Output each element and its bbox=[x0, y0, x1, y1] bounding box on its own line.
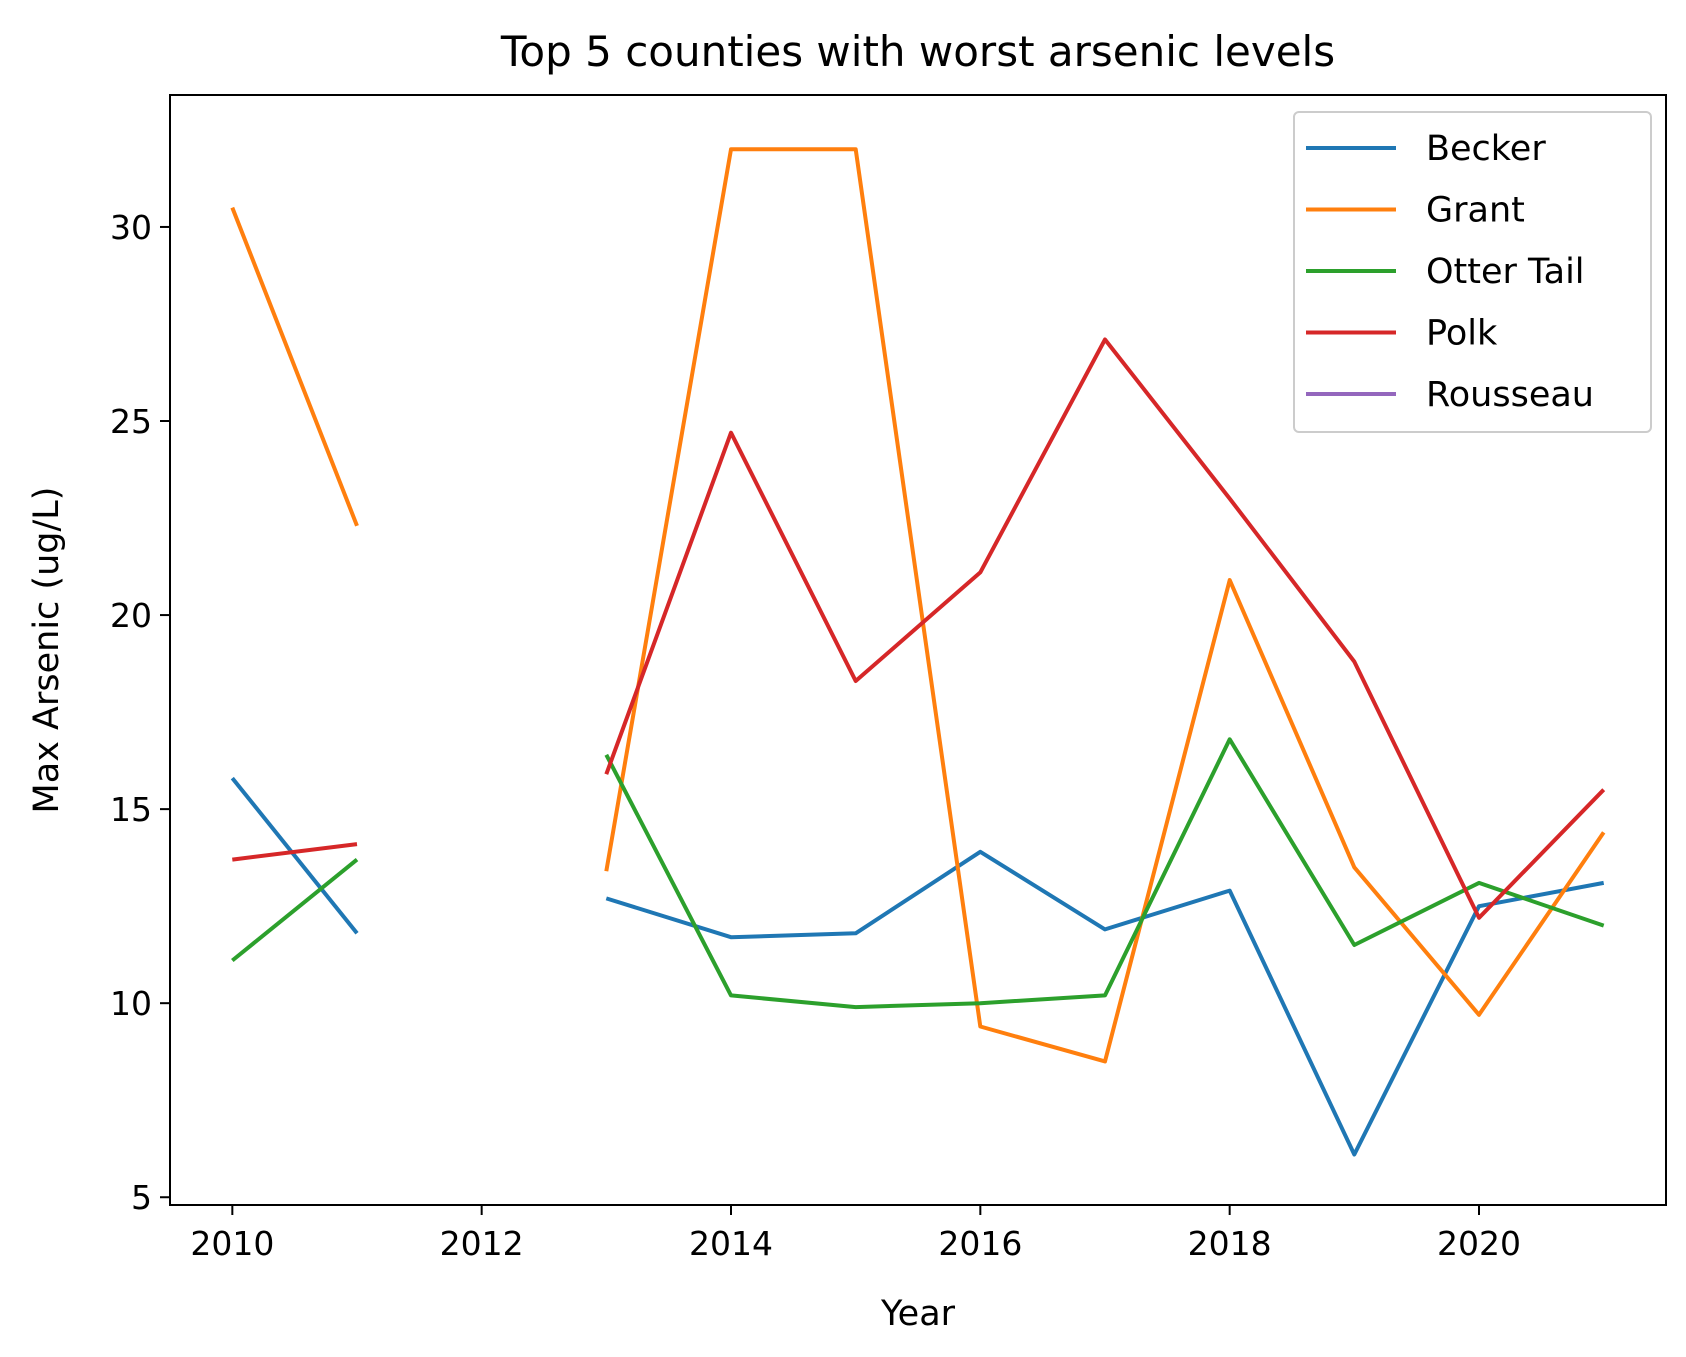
y-tick-label: 20 bbox=[110, 596, 152, 635]
x-tick-label: 2016 bbox=[938, 1224, 1022, 1263]
legend-label-rousseau: Rousseau bbox=[1426, 375, 1594, 415]
legend: Becker Grant Otter Tail Polk Rousseau bbox=[1293, 111, 1652, 433]
series-line-otter-tail-segment-0 bbox=[231, 858, 359, 963]
y-tick-label: 5 bbox=[131, 1178, 152, 1217]
series-line-polk-segment-1 bbox=[604, 337, 1606, 920]
x-tick-label: 2020 bbox=[1437, 1224, 1521, 1263]
legend-frame bbox=[1293, 111, 1652, 433]
y-tick-label: 25 bbox=[110, 402, 152, 441]
chart-title: Top 5 counties with worst arsenic levels bbox=[500, 27, 1335, 76]
y-tick-label: 30 bbox=[110, 208, 152, 247]
legend-label-becker: Becker bbox=[1426, 129, 1546, 169]
legend-label-grant: Grant bbox=[1426, 191, 1525, 231]
x-axis: 2010 2012 2014 2016 2018 2020 bbox=[190, 1205, 1521, 1263]
x-tick-label: 2018 bbox=[1188, 1224, 1272, 1263]
series-line-becker-segment-0 bbox=[230, 776, 359, 935]
series-line-otter-tail-segment-1 bbox=[604, 737, 1605, 1010]
series-line-grant-segment-0 bbox=[230, 206, 359, 527]
series-line-grant-segment-1 bbox=[604, 147, 1606, 1064]
legend-label-otter-tail: Otter Tail bbox=[1426, 252, 1585, 292]
x-tick-label: 2010 bbox=[190, 1224, 274, 1263]
y-axis-label: Max Arsenic (ug/L) bbox=[27, 487, 67, 814]
series-layer bbox=[230, 147, 1606, 1157]
y-axis: 5 10 15 20 25 30 bbox=[110, 208, 170, 1217]
series-line-polk-segment-0 bbox=[232, 842, 358, 862]
y-tick-label: 10 bbox=[110, 984, 152, 1023]
y-tick-label: 15 bbox=[110, 790, 152, 829]
x-tick-label: 2014 bbox=[689, 1224, 773, 1263]
series-line-becker-segment-1 bbox=[605, 849, 1605, 1157]
x-tick-label: 2012 bbox=[440, 1224, 524, 1263]
plot-frame bbox=[169, 94, 1667, 1206]
legend-label-polk: Polk bbox=[1426, 314, 1498, 354]
x-axis-label: Year bbox=[880, 1294, 956, 1334]
